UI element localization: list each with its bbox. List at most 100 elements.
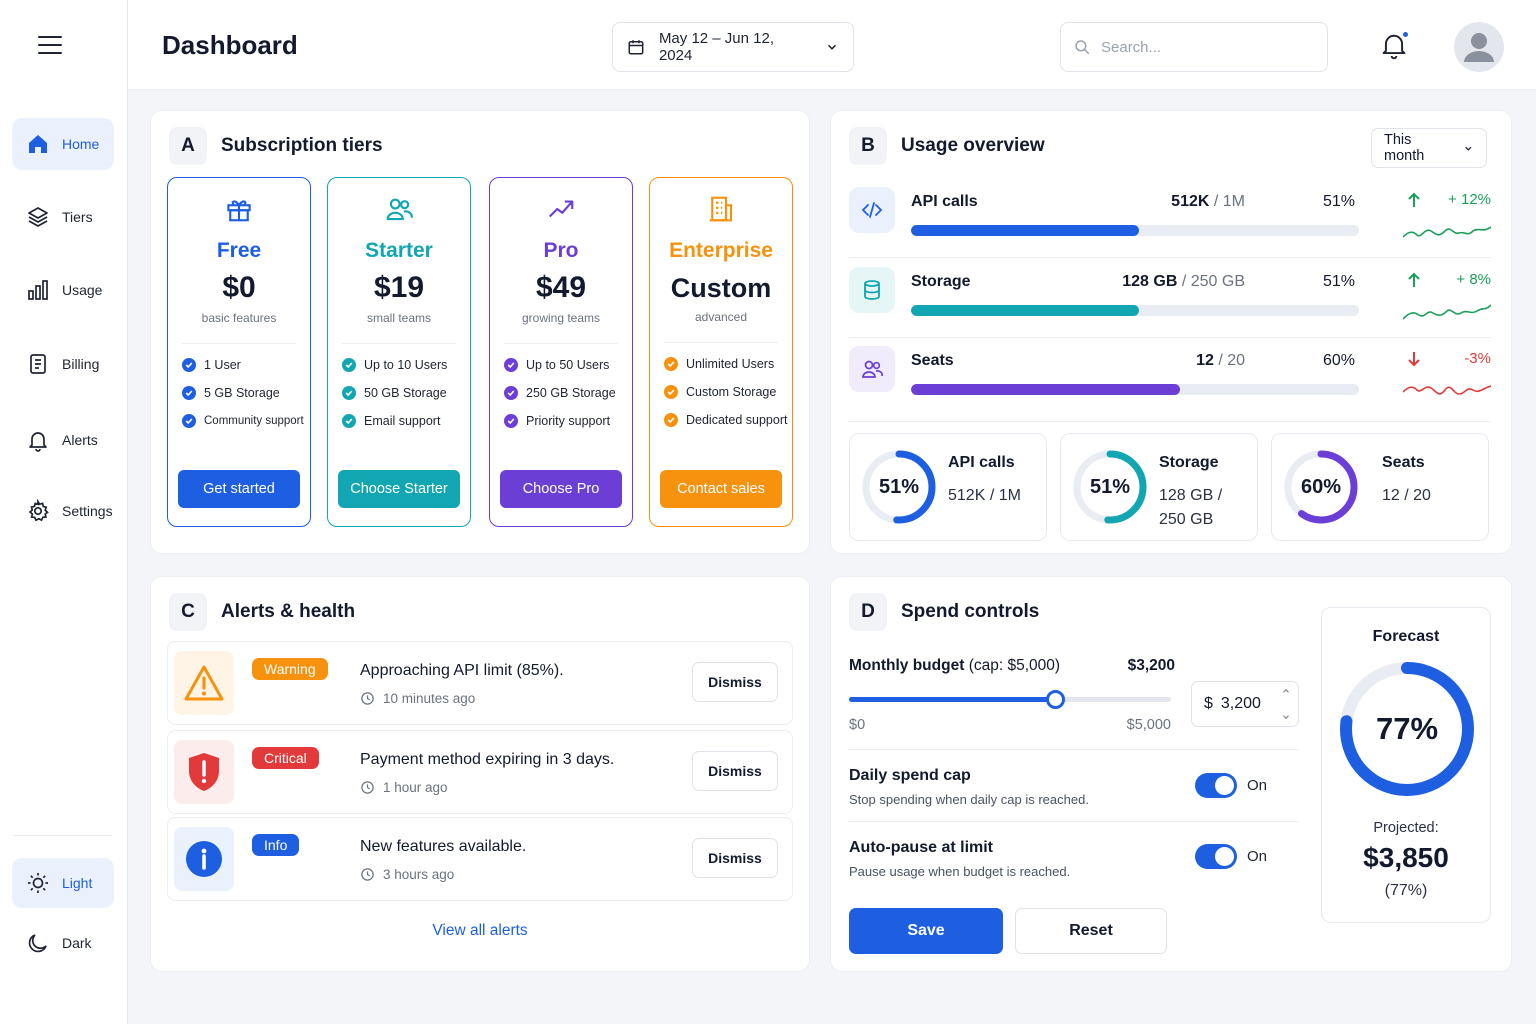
usage-progress-fill — [911, 384, 1180, 395]
check-icon — [504, 386, 518, 400]
alert-row-critical: Critical Payment method expiring in 3 da… — [167, 730, 793, 814]
usage-card-storage: 51% Storage 128 GB / 250 GB — [1060, 433, 1258, 541]
sparkline — [1403, 304, 1491, 320]
sparkline — [1403, 226, 1491, 238]
view-all-alerts-link[interactable]: View all alerts — [432, 922, 528, 939]
subscription-tiers-card: A Subscription tiers Free $0 basic featu… — [150, 110, 810, 554]
usage-row-api-calls: API calls 512K / 1M 51% + 12% — [849, 187, 1491, 245]
progress-ring — [1284, 450, 1358, 524]
stepper-down-icon[interactable] — [1281, 712, 1291, 722]
sidebar-item-alerts[interactable]: Alerts — [12, 414, 114, 466]
check-icon — [504, 414, 518, 428]
alert-time: 1 hour ago — [360, 780, 448, 795]
tier-feature: Up to 10 Users — [328, 358, 470, 372]
theme-dark-button[interactable]: Dark — [12, 918, 114, 968]
chevron-down-icon — [828, 44, 837, 50]
sidebar-item-label: Usage — [62, 282, 103, 298]
save-button[interactable]: Save — [849, 908, 1003, 954]
sidebar-item-billing[interactable]: Billing — [12, 338, 114, 390]
tier-feature: 5 GB Storage — [168, 386, 310, 400]
period-select[interactable]: This month — [1371, 128, 1487, 168]
dismiss-button[interactable]: Dismiss — [692, 662, 778, 702]
sparkline — [1403, 385, 1491, 395]
slider-thumb[interactable] — [1046, 690, 1066, 709]
tier-feature: Unlimited Users — [650, 357, 792, 371]
receipt-icon — [30, 354, 46, 374]
clock-icon — [361, 781, 374, 794]
warning-triangle-icon — [174, 651, 234, 715]
auto-pause-toggle[interactable] — [1195, 844, 1237, 869]
date-range-text: May 12 – Jun 12, 2024 — [658, 30, 775, 64]
bell-icon — [1382, 34, 1406, 60]
theme-light-button[interactable]: Light — [12, 858, 114, 908]
tier-starter: Starter $19 small teams Up to 10 Users 5… — [327, 177, 471, 527]
user-avatar-icon — [1464, 33, 1494, 62]
theme-label: Light — [62, 875, 93, 891]
gift-icon — [227, 200, 251, 222]
alert-message: Approaching API limit (85%). — [360, 662, 564, 679]
auto-pause-title: Auto-pause at limit — [849, 839, 994, 856]
usage-row-seats: Seats 12 / 20 60% -3% — [849, 346, 1491, 404]
sidebar-item-settings[interactable]: Settings — [12, 485, 114, 537]
clock-icon — [361, 868, 374, 881]
forecast-title: Forecast — [1372, 628, 1440, 645]
stepper-up-icon[interactable] — [1281, 686, 1291, 696]
tier-pro: Pro $49 growing teams Up to 50 Users 250… — [489, 177, 633, 527]
section-title: Subscription tiers — [221, 135, 383, 156]
usage-value: 128 GB / 250 GB — [1122, 273, 1245, 290]
reset-button[interactable]: Reset — [1015, 908, 1167, 954]
status-badge: Info — [252, 834, 300, 856]
gear-icon — [28, 499, 49, 522]
sidebar-item-label: Settings — [62, 503, 113, 519]
avatar[interactable] — [1454, 22, 1504, 72]
get-started-button[interactable]: Get started — [178, 470, 300, 508]
budget-number-input[interactable]: $ 3,200 — [1191, 681, 1299, 727]
search-input[interactable] — [1101, 38, 1301, 56]
menu-icon[interactable] — [38, 36, 62, 56]
dismiss-button[interactable]: Dismiss — [692, 838, 778, 878]
tier-feature: Dedicated support — [650, 413, 792, 427]
section-letter: A — [169, 127, 207, 165]
monthly-budget-value: $3,200 — [1127, 657, 1175, 674]
date-range-picker[interactable]: May 12 – Jun 12, 2024 — [612, 22, 854, 72]
sidebar-item-home[interactable]: Home — [12, 118, 114, 170]
toggle-state-label: On — [1247, 777, 1268, 794]
sidebar-item-usage[interactable]: Usage — [12, 264, 114, 316]
choose-pro-button[interactable]: Choose Pro — [500, 470, 622, 508]
projected-percent: (77%) — [1384, 882, 1428, 899]
layers-icon — [28, 207, 48, 227]
ring-percent: 60% — [1300, 475, 1342, 498]
usage-value: 12 / 20 — [1196, 352, 1245, 369]
usage-progress-bar — [911, 225, 1359, 236]
tier-feature: Email support — [328, 414, 470, 428]
alert-time: 10 minutes ago — [360, 691, 475, 706]
contact-sales-button[interactable]: Contact sales — [660, 470, 782, 508]
usage-progress-bar — [911, 384, 1359, 395]
sidebar-item-label: Alerts — [62, 432, 98, 448]
tier-feature: 1 User — [168, 358, 310, 372]
tier-price: Custom — [670, 273, 772, 303]
alert-message: New features available. — [360, 838, 527, 855]
spend-controls-card: D Spend controls Monthly budget (cap: $5… — [830, 576, 1512, 972]
moon-icon — [28, 934, 47, 953]
check-icon — [664, 385, 678, 399]
status-badge: Critical — [252, 747, 319, 769]
daily-spend-cap-toggle[interactable] — [1195, 773, 1237, 798]
sidebar-item-tiers[interactable]: Tiers — [12, 191, 114, 243]
section-letter: D — [849, 593, 887, 631]
usage-row-storage: Storage 128 GB / 250 GB 51% + 8% — [849, 267, 1491, 325]
forecast-percent: 77% — [1375, 711, 1439, 746]
choose-starter-button[interactable]: Choose Starter — [338, 470, 460, 508]
daily-spend-cap-description: Stop spending when daily cap is reached. — [849, 792, 1089, 807]
usage-label: API calls — [911, 193, 978, 210]
dismiss-button[interactable]: Dismiss — [692, 751, 778, 791]
ring-percent: 51% — [878, 475, 920, 498]
budget-slider[interactable] — [849, 690, 1171, 709]
arrow-down-icon — [1408, 352, 1420, 367]
tier-subtitle: basic features — [201, 311, 277, 325]
usage-trend: + 8% — [1407, 271, 1491, 289]
page-title: Dashboard — [162, 30, 298, 60]
notifications-button[interactable] — [1380, 30, 1410, 62]
toggle-state-label: On — [1247, 848, 1268, 865]
alert-time: 3 hours ago — [360, 867, 454, 882]
